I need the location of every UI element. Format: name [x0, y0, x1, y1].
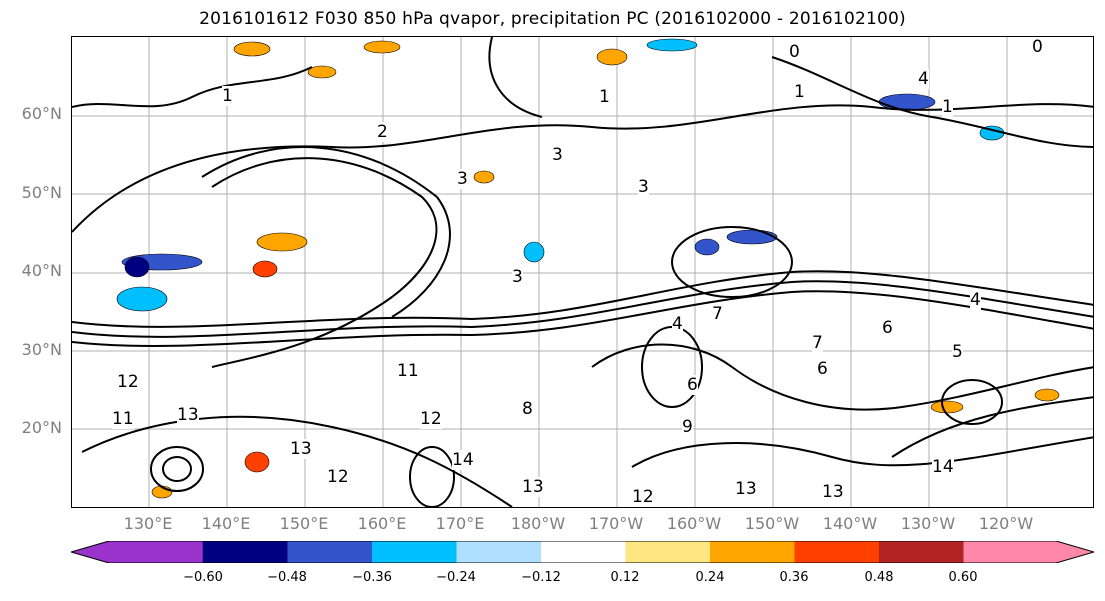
lon-label-170w: 170°W — [588, 514, 644, 533]
precip-shading — [116, 38, 1060, 499]
lon-label-140w: 140°W — [822, 514, 878, 533]
lon-label-130w: 130°W — [900, 514, 956, 533]
map-panel: 0 0 1 1 1 1 2 3 3 3 3 4 4 4 5 6 6 6 7 7 … — [71, 36, 1094, 508]
colorbar-segment — [710, 541, 795, 563]
colorbar-tick: 0.24 — [695, 570, 725, 585]
colorbar-segment — [372, 541, 457, 563]
map-canvas — [72, 37, 1093, 507]
contour-label: 7 — [812, 333, 823, 353]
colorbar — [71, 541, 1094, 563]
contour-label: 1 — [794, 82, 805, 102]
colorbar-segment — [71, 541, 204, 563]
colorbar-tick: −0.60 — [183, 570, 223, 585]
contour-label: 4 — [672, 314, 683, 334]
colorbar-segment — [794, 541, 879, 563]
colorbar-segment — [287, 541, 372, 563]
contour-label: 9 — [682, 417, 693, 437]
contours — [72, 37, 1093, 507]
contour-label: 13 — [290, 439, 312, 459]
contour-label: 14 — [452, 450, 474, 470]
contour-label: 3 — [552, 145, 563, 165]
lon-label-120w: 120°W — [978, 514, 1034, 533]
contour-label: 4 — [970, 290, 981, 310]
contour-label: 12 — [632, 487, 654, 507]
contour-label: 6 — [817, 359, 828, 379]
colorbar-segment — [456, 541, 541, 563]
lon-label-150w: 150°W — [744, 514, 800, 533]
lon-label-160w: 160°W — [666, 514, 722, 533]
lat-label-40n: 40°N — [21, 261, 62, 280]
contour-label: 5 — [952, 342, 963, 362]
colorbar-tick: −0.24 — [436, 570, 476, 585]
contour-label: 13 — [822, 482, 844, 502]
graticule — [72, 37, 1093, 507]
contour-label: 3 — [512, 267, 523, 287]
contour-label: 13 — [177, 405, 199, 425]
lon-label-150e: 150°E — [279, 514, 329, 533]
colorbar-segment — [625, 541, 710, 563]
contour-label: 1 — [222, 86, 233, 106]
contour-label: 0 — [1032, 37, 1043, 57]
colorbar-segment — [879, 541, 964, 563]
colorbar-segment — [203, 541, 288, 563]
contour-label: 12 — [117, 372, 139, 392]
colorbar-tick: −0.48 — [267, 570, 307, 585]
lat-label-20n: 20°N — [21, 418, 62, 437]
contour-label: 13 — [522, 477, 544, 497]
contour-label: 6 — [882, 318, 893, 338]
contour-label: 8 — [522, 399, 533, 419]
map-title: 2016101612 F030 850 hPa qvapor, precipit… — [199, 9, 906, 29]
lat-label-30n: 30°N — [21, 340, 62, 359]
contour-label: 13 — [735, 479, 757, 499]
contour-label: 6 — [687, 375, 698, 395]
colorbar-tick: 0.12 — [610, 570, 640, 585]
contour-label: 3 — [638, 177, 649, 197]
lon-label-170e: 170°E — [435, 514, 485, 533]
contour-label: 3 — [457, 169, 468, 189]
contour-label: 7 — [712, 304, 723, 324]
colorbar-tick: 0.48 — [864, 570, 894, 585]
colorbar-tick: 0.36 — [779, 570, 809, 585]
lon-label-160e: 160°E — [357, 514, 407, 533]
colorbar-segment — [963, 541, 1094, 563]
colorbar-tick: 0.60 — [948, 570, 978, 585]
lat-label-50n: 50°N — [21, 183, 62, 202]
colorbar-tick: −0.12 — [521, 570, 561, 585]
contour-label: 12 — [327, 467, 349, 487]
contour-label: 4 — [918, 69, 929, 89]
contour-label: 1 — [599, 87, 610, 107]
contour-label: 12 — [420, 409, 442, 429]
contour-label: 2 — [377, 122, 388, 142]
lon-label-130e: 130°E — [123, 514, 173, 533]
contour-label: 11 — [112, 409, 134, 429]
colorbar-tick: −0.36 — [352, 570, 392, 585]
contour-label: 11 — [397, 361, 419, 381]
contour-label: 0 — [789, 42, 800, 62]
contour-label: 14 — [932, 457, 954, 477]
lon-label-180w: 180°W — [510, 514, 566, 533]
colorbar-segment — [541, 541, 626, 563]
lon-label-140e: 140°E — [201, 514, 251, 533]
contour-label: 1 — [942, 97, 953, 117]
lat-label-60n: 60°N — [21, 104, 62, 123]
